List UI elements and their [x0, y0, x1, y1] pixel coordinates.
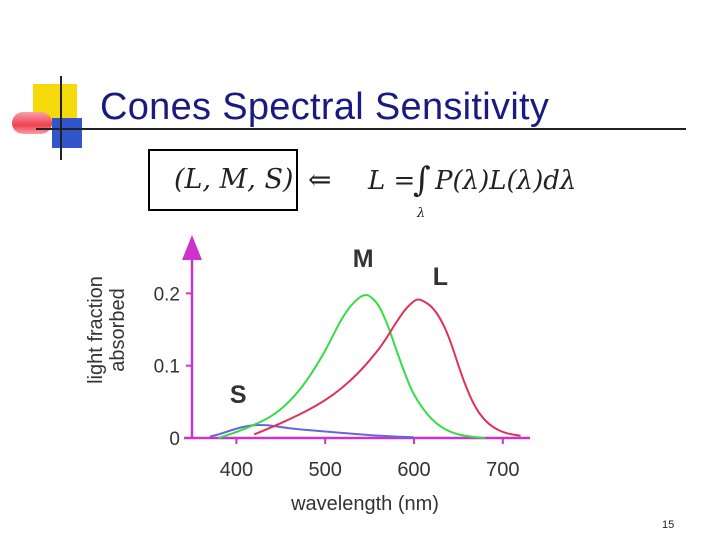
x-tick-label: 700 — [486, 459, 519, 481]
formula-box — [148, 149, 298, 211]
series-m-line — [218, 294, 486, 439]
formula-arrow: ⇐ — [308, 163, 332, 196]
formula-lhs: L = — [368, 166, 416, 196]
x-tick-label: 400 — [220, 459, 253, 481]
formula-tuple: (L, M, S) — [174, 164, 294, 195]
y-tick-label: 0 — [169, 429, 180, 450]
deco-vertical-line — [60, 76, 62, 160]
x-tick-label: 500 — [309, 459, 342, 481]
x-tick-label: 600 — [397, 459, 430, 481]
y-tick-label: 0.2 — [154, 284, 180, 305]
formula-integral-sign: ∫ — [413, 160, 431, 200]
formula-subscript: λ — [417, 206, 426, 221]
y-tick-label: 0.1 — [154, 357, 180, 378]
series-label-m: M — [353, 245, 374, 273]
y-axis-title-line2: absorbed — [107, 288, 129, 371]
formula-integrand: P(λ)L(λ)dλ — [435, 166, 577, 196]
page-number: 15 — [662, 519, 675, 531]
series-label-s: S — [230, 381, 247, 409]
y-axis-title-line1: light fraction — [85, 276, 107, 384]
series-s-line — [209, 423, 415, 439]
slide-title: Cones Spectral Sensitivity — [100, 86, 550, 128]
x-axis-title: wavelength (nm) — [290, 493, 439, 515]
series-label-l: L — [433, 263, 448, 291]
deco-blue-square — [52, 118, 82, 148]
series-l-line — [253, 298, 521, 437]
deco-horizontal-line — [36, 128, 686, 130]
